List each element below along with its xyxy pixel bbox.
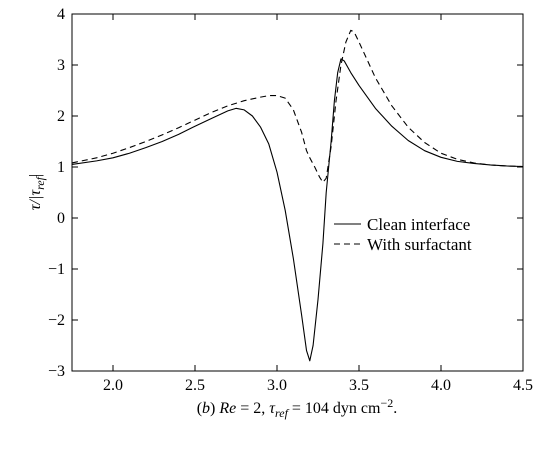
x-ticks: 2.0 2.5 3.0 3.5 4.0 4.5 bbox=[103, 14, 533, 394]
y-tick-label: 0 bbox=[57, 210, 65, 227]
x-tick-label: 4.0 bbox=[431, 377, 451, 394]
x-tick-label: 2.5 bbox=[185, 377, 205, 394]
x-tick-label: 2.0 bbox=[103, 377, 123, 394]
caption-mid3: = 104 dyn cm bbox=[288, 400, 381, 417]
y-tick-label: 1 bbox=[57, 159, 65, 176]
series-line-clean-interface bbox=[71, 58, 524, 362]
legend-label-clean: Clean interface bbox=[367, 215, 470, 234]
caption-panel: b bbox=[202, 400, 210, 417]
y-axis-label: τ/|τref| bbox=[27, 174, 47, 210]
x-tick-label: 3.5 bbox=[349, 377, 369, 394]
caption-prefix: ( bbox=[197, 400, 202, 417]
figure-caption: (b) Re = 2, τref = 104 dyn cm−2. bbox=[197, 396, 398, 420]
legend-label-surfactant: With surfactant bbox=[367, 235, 472, 254]
y-axis-label-main: τ/|τ bbox=[27, 189, 44, 211]
y-tick-label: 2 bbox=[57, 108, 65, 125]
caption-sup: −2 bbox=[380, 396, 393, 410]
y-tick-label: −2 bbox=[48, 312, 65, 329]
y-tick-label: 3 bbox=[57, 57, 65, 74]
legend: Clean interface With surfactant bbox=[334, 215, 472, 254]
y-axis-label-tail: | bbox=[27, 174, 44, 177]
caption-sub: ref bbox=[275, 406, 290, 420]
series-line-with-surfactant bbox=[71, 29, 524, 183]
x-tick-label: 3.0 bbox=[267, 377, 287, 394]
caption-end: . bbox=[393, 400, 397, 417]
y-tick-label: 4 bbox=[57, 6, 65, 23]
caption-mid1: ) bbox=[210, 400, 219, 417]
caption-mid2: = 2, bbox=[236, 400, 269, 417]
caption-re: Re bbox=[218, 400, 236, 417]
y-ticks: −3 −2 −1 0 1 2 3 4 bbox=[48, 6, 523, 380]
series-group bbox=[71, 29, 524, 362]
plot-frame bbox=[71, 13, 524, 372]
y-tick-label: −3 bbox=[48, 363, 65, 380]
caption-tau: τ bbox=[269, 400, 276, 417]
y-tick-label: −1 bbox=[48, 261, 65, 278]
x-tick-label: 4.5 bbox=[513, 377, 533, 394]
y-axis-label-sub: ref bbox=[33, 175, 47, 190]
